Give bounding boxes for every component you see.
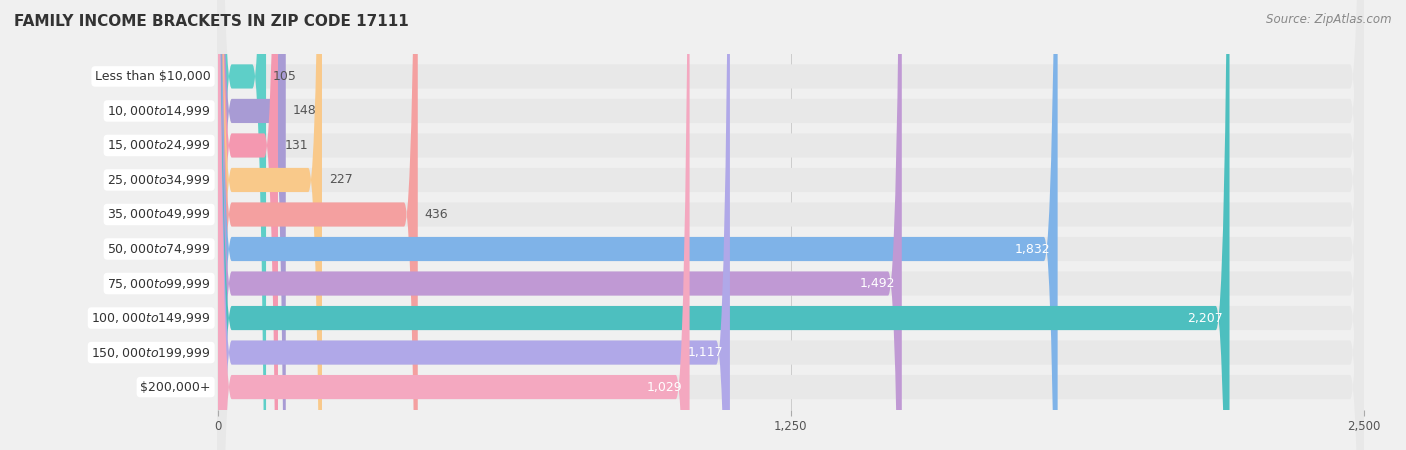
FancyBboxPatch shape bbox=[218, 0, 418, 450]
FancyBboxPatch shape bbox=[218, 0, 266, 450]
Text: 148: 148 bbox=[292, 104, 316, 117]
FancyBboxPatch shape bbox=[218, 0, 1364, 450]
FancyBboxPatch shape bbox=[218, 0, 1364, 450]
Text: 131: 131 bbox=[285, 139, 308, 152]
FancyBboxPatch shape bbox=[218, 0, 285, 450]
FancyBboxPatch shape bbox=[218, 0, 1364, 450]
Text: 1,492: 1,492 bbox=[859, 277, 896, 290]
Text: $75,000 to $99,999: $75,000 to $99,999 bbox=[107, 276, 211, 291]
Text: Less than $10,000: Less than $10,000 bbox=[96, 70, 211, 83]
Text: 1,832: 1,832 bbox=[1015, 243, 1050, 256]
Text: 436: 436 bbox=[425, 208, 449, 221]
Text: 227: 227 bbox=[329, 174, 353, 186]
Text: 2,207: 2,207 bbox=[1187, 311, 1223, 324]
Text: FAMILY INCOME BRACKETS IN ZIP CODE 17111: FAMILY INCOME BRACKETS IN ZIP CODE 17111 bbox=[14, 14, 409, 28]
Text: $15,000 to $24,999: $15,000 to $24,999 bbox=[107, 139, 211, 153]
FancyBboxPatch shape bbox=[218, 0, 1364, 450]
FancyBboxPatch shape bbox=[218, 0, 1364, 450]
FancyBboxPatch shape bbox=[218, 0, 278, 450]
Text: $35,000 to $49,999: $35,000 to $49,999 bbox=[107, 207, 211, 221]
FancyBboxPatch shape bbox=[218, 0, 1364, 450]
FancyBboxPatch shape bbox=[218, 0, 1364, 450]
Text: 1,117: 1,117 bbox=[688, 346, 723, 359]
FancyBboxPatch shape bbox=[218, 0, 1364, 450]
FancyBboxPatch shape bbox=[218, 0, 1364, 450]
Text: $150,000 to $199,999: $150,000 to $199,999 bbox=[91, 346, 211, 360]
Text: 1,029: 1,029 bbox=[647, 381, 683, 394]
Text: $100,000 to $149,999: $100,000 to $149,999 bbox=[91, 311, 211, 325]
FancyBboxPatch shape bbox=[218, 0, 1229, 450]
FancyBboxPatch shape bbox=[218, 0, 901, 450]
Text: Source: ZipAtlas.com: Source: ZipAtlas.com bbox=[1267, 14, 1392, 27]
FancyBboxPatch shape bbox=[218, 0, 1364, 450]
Text: $10,000 to $14,999: $10,000 to $14,999 bbox=[107, 104, 211, 118]
FancyBboxPatch shape bbox=[218, 0, 322, 450]
Text: $50,000 to $74,999: $50,000 to $74,999 bbox=[107, 242, 211, 256]
Text: 105: 105 bbox=[273, 70, 297, 83]
FancyBboxPatch shape bbox=[218, 0, 730, 450]
Text: $25,000 to $34,999: $25,000 to $34,999 bbox=[107, 173, 211, 187]
FancyBboxPatch shape bbox=[218, 0, 689, 450]
Text: $200,000+: $200,000+ bbox=[141, 381, 211, 394]
FancyBboxPatch shape bbox=[218, 0, 1057, 450]
